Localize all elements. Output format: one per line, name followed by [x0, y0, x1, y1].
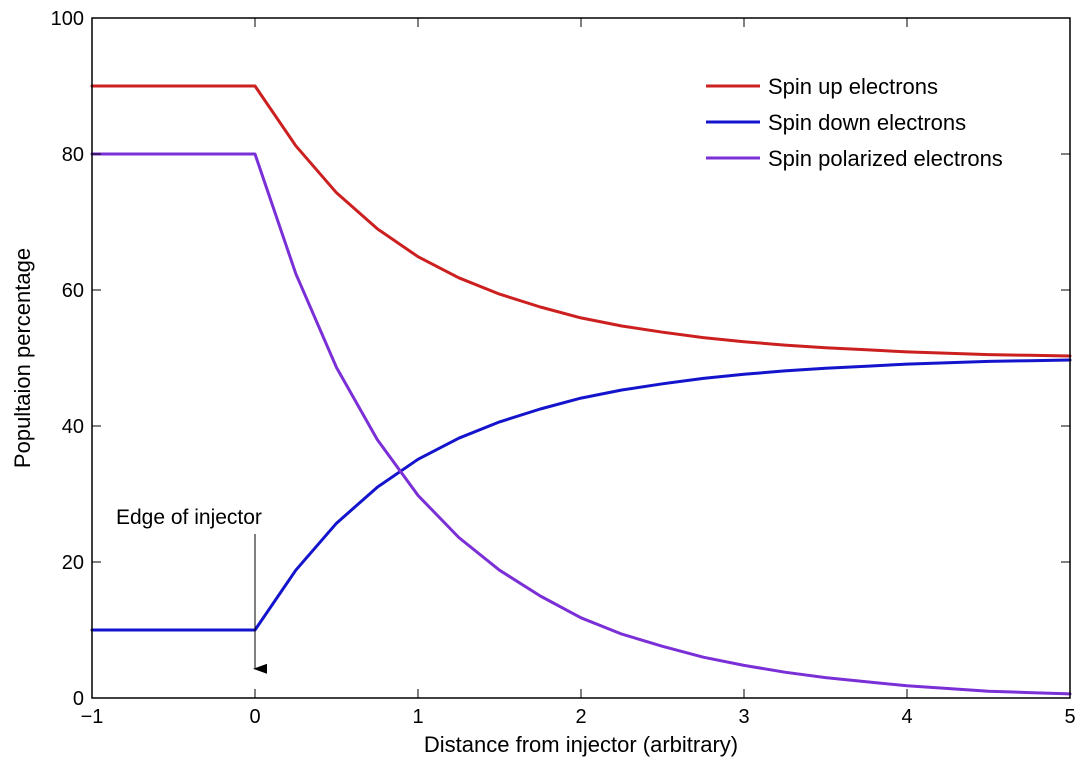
y-tick-label: 20 [62, 552, 84, 574]
x-tick-label: 2 [575, 706, 586, 728]
x-tick-label: 5 [1064, 706, 1075, 728]
x-tick-label: 1 [412, 706, 423, 728]
ticks-layer [91, 17, 1071, 699]
x-tick-label: 3 [738, 706, 749, 728]
series-layer [90, 84, 1072, 696]
x-axis-label: Distance from injector (arbitrary) [424, 732, 738, 757]
x-tick-label: 0 [249, 706, 260, 728]
x-tick-label: 4 [901, 706, 912, 728]
y-tick-label: 40 [62, 416, 84, 438]
y-tick-label: 0 [73, 688, 84, 710]
y-tick-label: 60 [62, 280, 84, 302]
series-line-1 [90, 358, 1072, 632]
y-tick-label: 100 [51, 8, 84, 30]
x-tick-label: −1 [81, 706, 104, 728]
y-tick-label: 80 [62, 144, 84, 166]
legend-entry: Spin polarized electrons [768, 146, 1003, 171]
series-line-2 [90, 152, 1072, 696]
y-axis-label: Popultaion percentage [10, 248, 35, 468]
series-line-0 [90, 84, 1072, 358]
annotation-edge-of-injector: Edge of injector [116, 506, 267, 674]
annotation-text: Edge of injector [116, 506, 262, 529]
legend-entry: Spin up electrons [768, 74, 938, 99]
legend-entry: Spin down electrons [768, 110, 966, 135]
legend: Spin up electrons Spin down electrons Spin… [706, 74, 1003, 171]
